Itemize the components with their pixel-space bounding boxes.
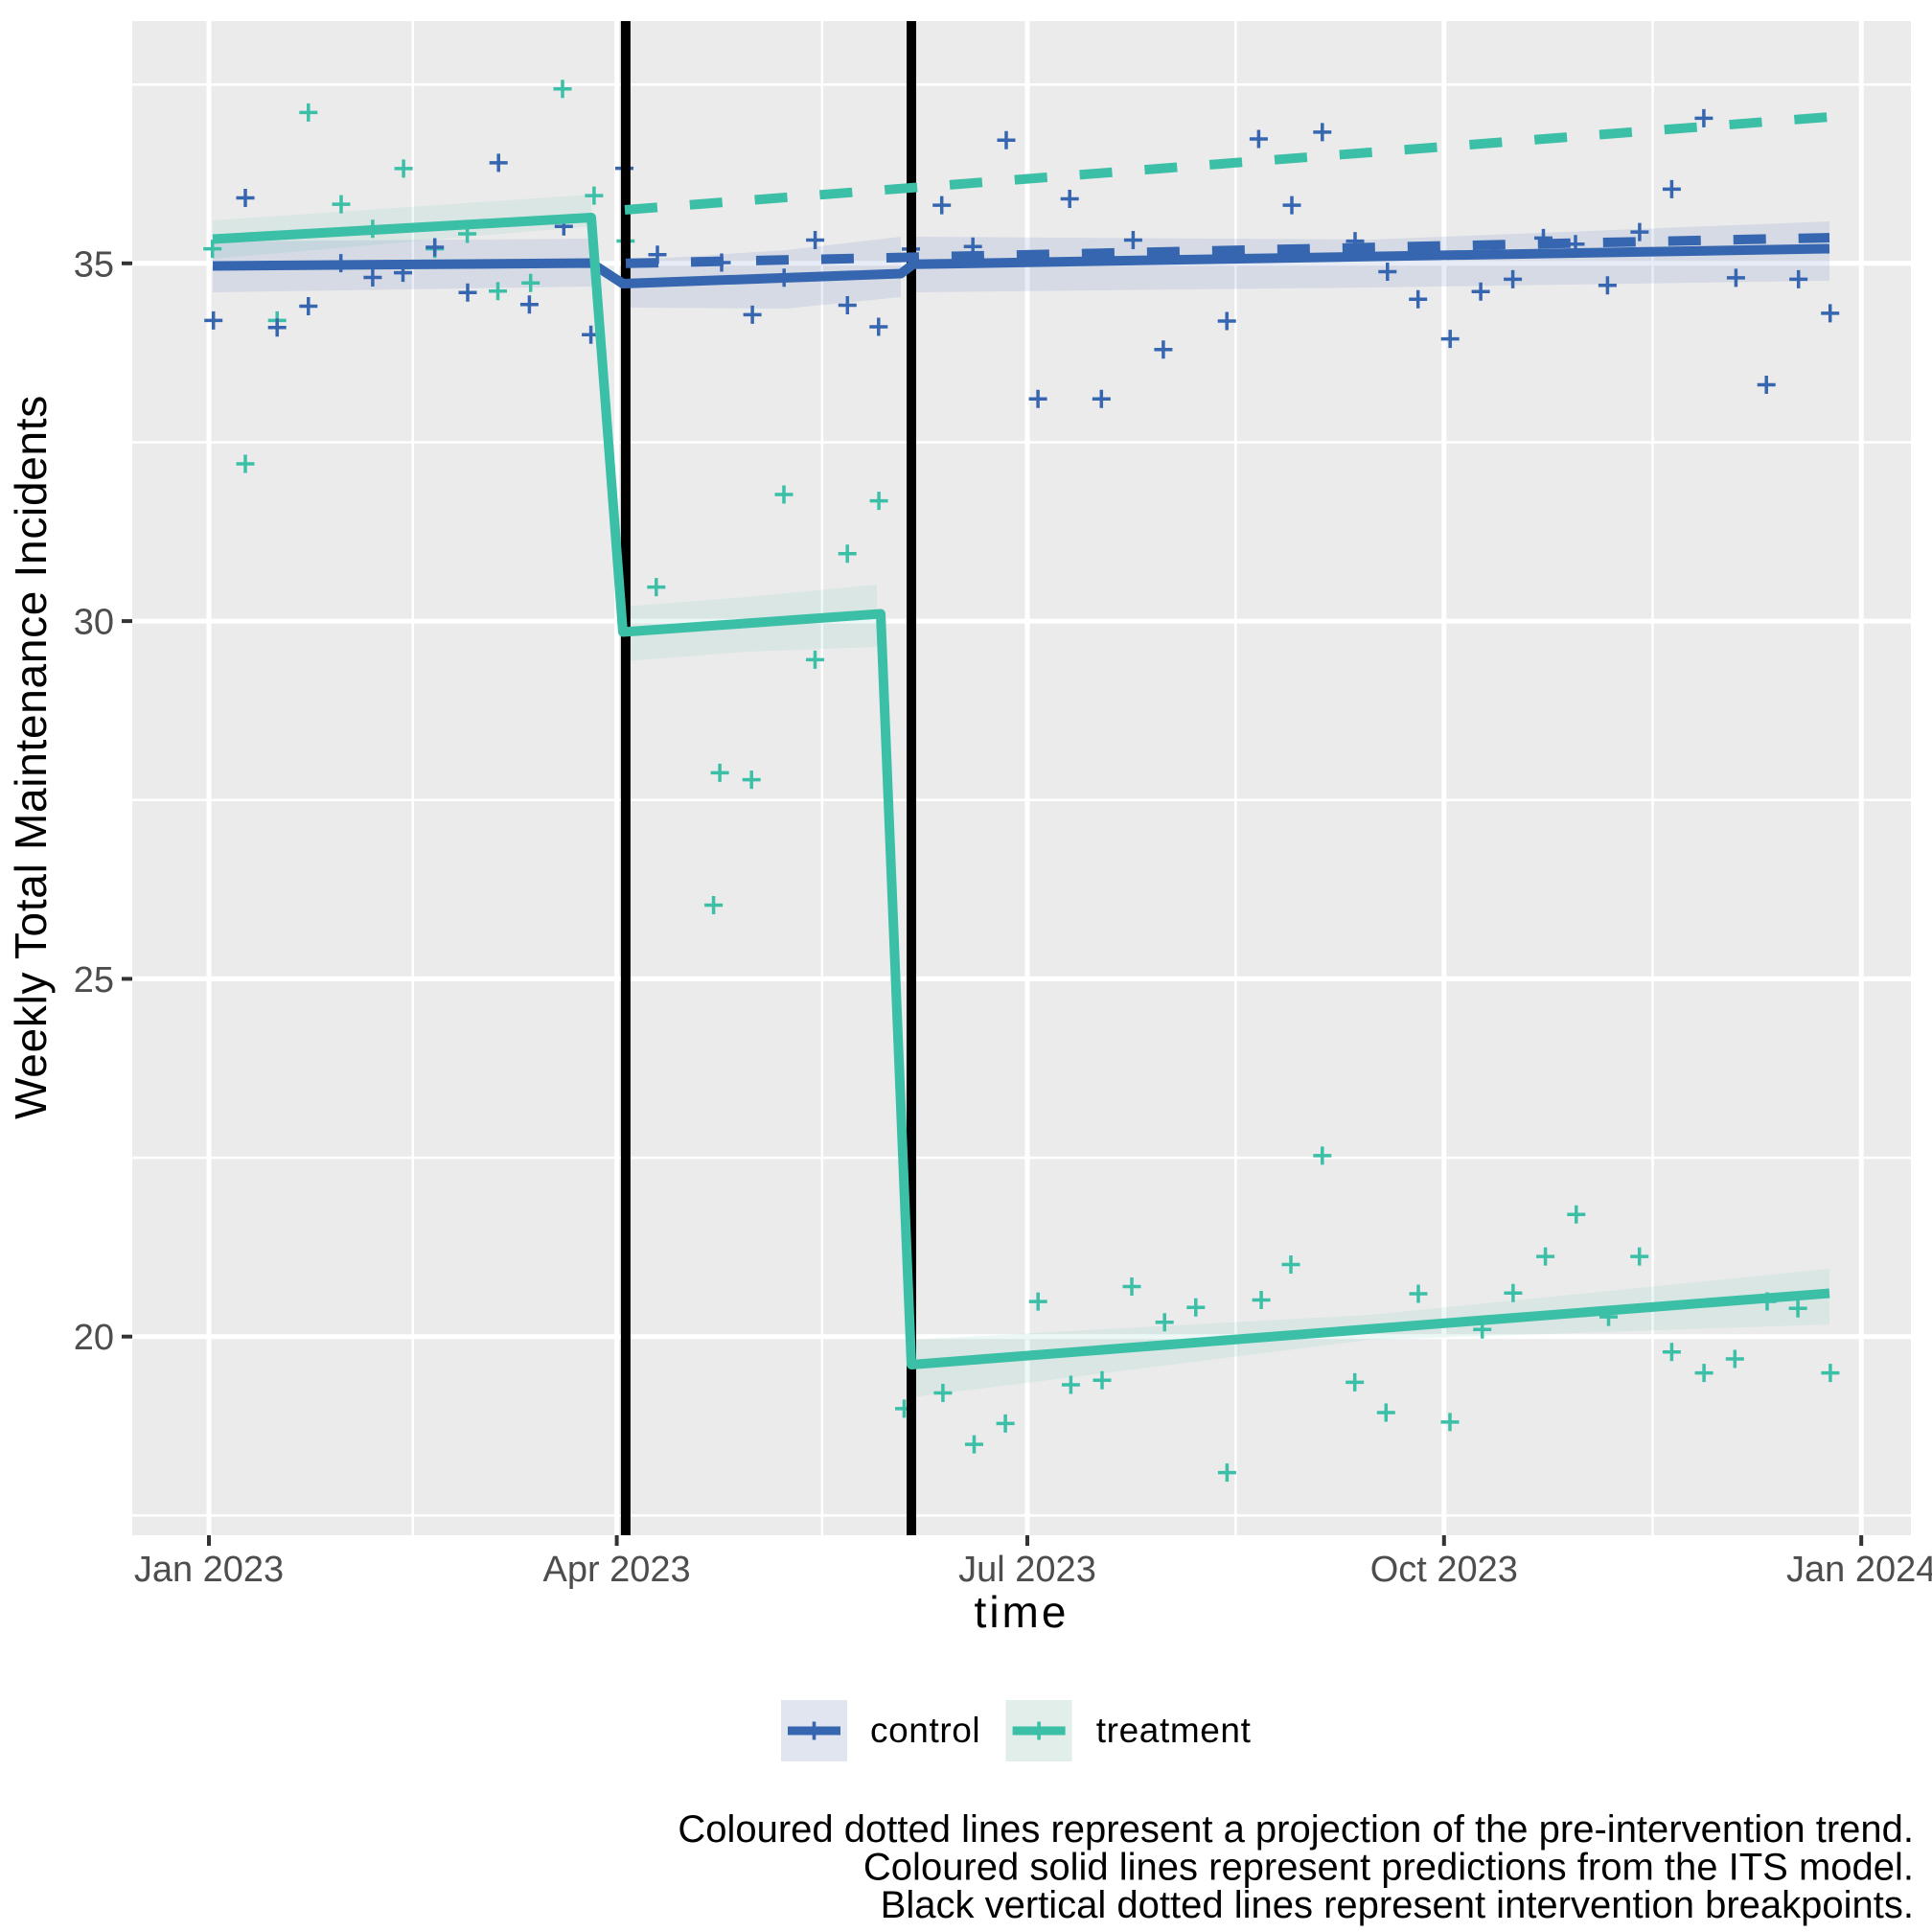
svg-text:30: 30	[74, 603, 114, 643]
svg-text:time: time	[975, 1587, 1070, 1637]
svg-text:Weekly Total Maintenance Incid: Weekly Total Maintenance Incidents	[6, 395, 56, 1119]
svg-text:Apr 2023: Apr 2023	[542, 1550, 690, 1590]
svg-text:Jul 2023: Jul 2023	[958, 1550, 1096, 1590]
svg-text:Coloured dotted lines represen: Coloured dotted lines represent a projec…	[678, 1808, 1914, 1851]
svg-text:Jan 2024: Jan 2024	[1786, 1550, 1932, 1590]
svg-text:Black vertical dotted lines re: Black vertical dotted lines represent in…	[881, 1884, 1914, 1926]
svg-text:Jan 2023: Jan 2023	[134, 1550, 284, 1590]
svg-text:35: 35	[74, 244, 114, 285]
svg-text:Coloured solid lines represent: Coloured solid lines represent predictio…	[863, 1847, 1914, 1889]
svg-text:treatment: treatment	[1096, 1711, 1252, 1750]
svg-text:control: control	[870, 1711, 980, 1750]
svg-text:20: 20	[74, 1318, 114, 1358]
svg-text:25: 25	[74, 960, 114, 1000]
svg-text:Oct 2023: Oct 2023	[1370, 1550, 1518, 1590]
